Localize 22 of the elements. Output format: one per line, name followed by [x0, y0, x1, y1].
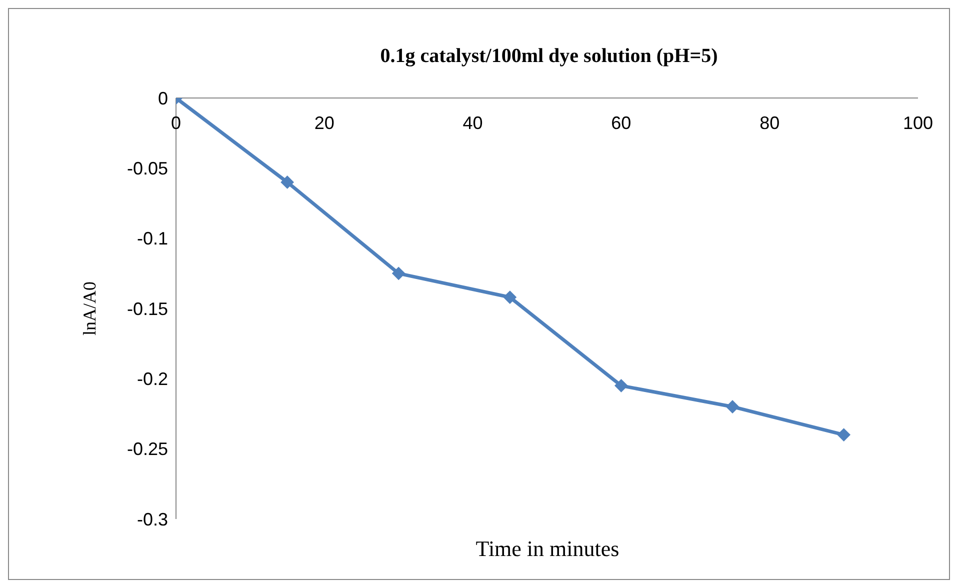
- chart-title: 0.1g catalyst/100ml dye solution (pH=5): [379, 45, 719, 68]
- y-axis-title: lnA/A0: [79, 282, 100, 336]
- y-tick-label: -0.05: [126, 158, 168, 179]
- x-tick-label: 80: [760, 112, 780, 133]
- point: [726, 400, 739, 414]
- y-tick-label: -0.15: [126, 298, 168, 319]
- x-tick-label: 40: [462, 112, 483, 133]
- y-tick-label: 0: [158, 88, 168, 108]
- y-tick-label: -0.25: [126, 439, 168, 460]
- point: [503, 290, 516, 304]
- y-tick-label: -0.2: [136, 369, 168, 390]
- x-tick-label: 100: [902, 112, 934, 133]
- y-tick-label: -0.1: [136, 228, 168, 249]
- point: [614, 379, 628, 392]
- x-axis-title: Time in minutes: [474, 536, 620, 562]
- point: [392, 266, 406, 280]
- y-tick-label: -0.3: [136, 509, 168, 530]
- point: [280, 176, 294, 189]
- point: [837, 428, 850, 442]
- x-tick-label: 0: [170, 112, 182, 133]
- x-tick-label: 20: [314, 112, 334, 133]
- x-tick-label: 60: [611, 112, 632, 133]
